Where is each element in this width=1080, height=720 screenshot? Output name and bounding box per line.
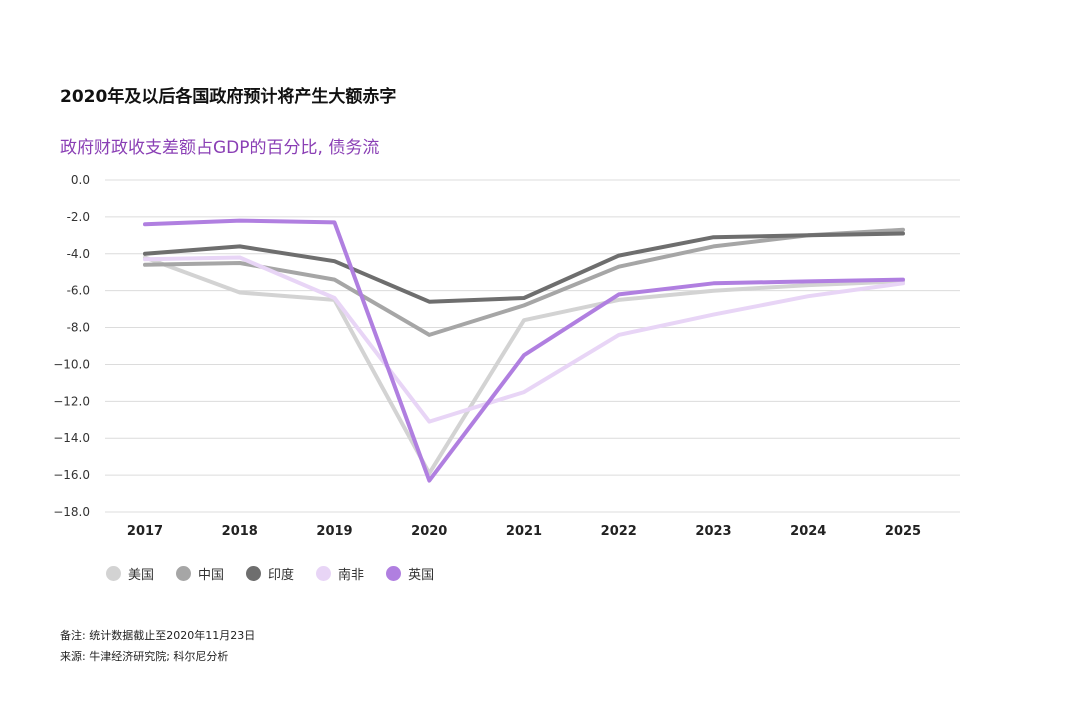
legend-item: 美国	[106, 564, 154, 583]
series-line-美国	[143, 255, 905, 476]
legend-item: 南非	[316, 564, 364, 583]
grid-layer	[105, 179, 960, 513]
legend-item: 中国	[176, 564, 224, 583]
legend-label: 美国	[128, 568, 155, 583]
y-tick-label: −10.0	[53, 357, 90, 371]
legend: 美国 中国 印度 南非 英国	[106, 564, 434, 583]
y-tick-label: -6.0	[67, 284, 90, 298]
chart-subtitle: 政府财政收支差额占GDP的百分比, 债务流	[60, 138, 380, 158]
series-line-南非	[143, 255, 905, 424]
y-tick-label: −16.0	[53, 468, 90, 482]
x-tick-label: 2021	[506, 524, 542, 539]
legend-swatch	[386, 566, 402, 581]
legend-label: 印度	[268, 568, 295, 583]
series-line-印度	[143, 231, 905, 304]
legend-swatch	[106, 566, 121, 581]
legend-item: 英国	[386, 564, 434, 583]
footnotes: 备注: 统计数据截止至2020年11月23日 来源: 牛津经济研究院; 科尔尼分…	[60, 625, 255, 667]
legend-label: 英国	[408, 568, 435, 583]
x-tick-label: 2023	[695, 524, 731, 539]
y-tick-label: −12.0	[53, 394, 90, 408]
x-tick-label: 2018	[222, 524, 258, 539]
series-line-英国	[143, 218, 905, 483]
y-tick-label: -4.0	[67, 247, 90, 261]
y-tick-label: -2.0	[67, 210, 90, 224]
series-line-中国	[143, 227, 905, 337]
y-axis-ticks: 0.0 -2.0 -4.0 -6.0 -8.0 −10.0 −12.0 −14.0 −16.0 −…	[53, 173, 90, 519]
legend-label: 南非	[338, 568, 365, 583]
chart-title: 2020年及以后各国政府预计将产生大额赤字	[60, 87, 397, 107]
y-tick-label: -8.0	[67, 321, 90, 335]
x-tick-label: 2022	[601, 524, 637, 539]
legend-swatch	[246, 566, 262, 581]
source-note: 来源: 牛津经济研究院; 科尔尼分析	[60, 650, 229, 663]
legend-label: 中国	[198, 568, 225, 583]
x-axis-ticks: 2017 2018 2019 2020 2021 2022 2023 2024 2025	[127, 524, 921, 539]
x-tick-label: 2017	[127, 524, 163, 539]
legend-swatch	[316, 566, 332, 581]
remark-note: 备注: 统计数据截止至2020年11月23日	[60, 629, 256, 642]
legend-item: 印度	[246, 564, 294, 583]
x-tick-label: 2024	[790, 524, 826, 539]
y-tick-label: −14.0	[53, 431, 90, 445]
legend-swatch	[176, 566, 192, 581]
y-tick-label: −18.0	[53, 505, 90, 519]
x-tick-label: 2025	[885, 524, 921, 539]
x-tick-label: 2020	[411, 524, 447, 539]
y-tick-label: 0.0	[71, 173, 90, 187]
series-layer	[143, 218, 905, 483]
x-tick-label: 2019	[316, 524, 352, 539]
